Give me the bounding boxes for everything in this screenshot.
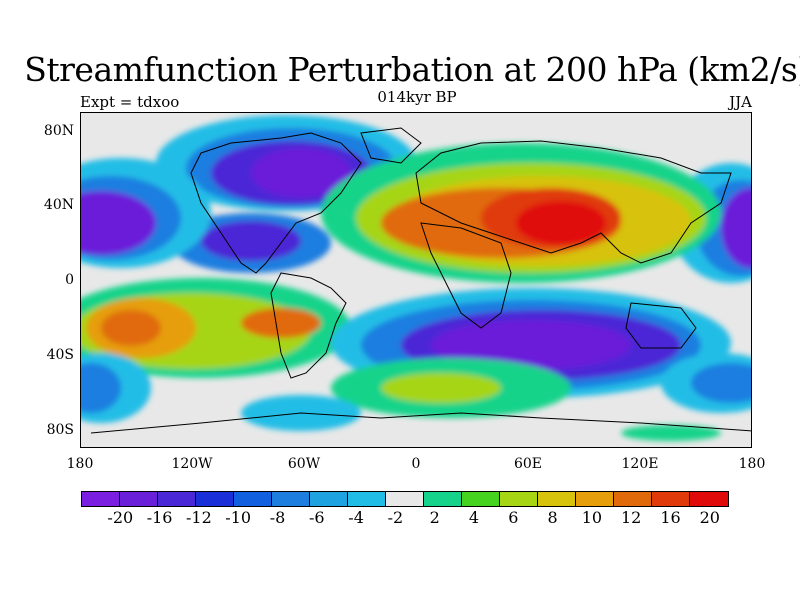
colorbar-label: -2 — [387, 508, 404, 527]
lat-tick-80s: 80S — [46, 422, 74, 438]
lat-tick-40n: 40N — [43, 197, 74, 213]
colorbar-label: 2 — [429, 508, 440, 527]
lon-tick-180w: 180 — [66, 456, 94, 472]
lat-tick-40s: 40S — [46, 347, 74, 363]
colorbar-swatch — [310, 492, 348, 506]
colorbar-swatch — [120, 492, 158, 506]
colorbar-label: 12 — [621, 508, 642, 527]
colorbar-label: -6 — [309, 508, 325, 527]
colorbar-label: -16 — [146, 508, 173, 527]
colorbar-swatch — [614, 492, 652, 506]
lat-tick-80n: 80N — [43, 123, 74, 139]
lon-tick-120w: 120W — [171, 456, 213, 472]
colorbar-label: 4 — [468, 508, 480, 527]
experiment-label: Expt = tdxoo — [80, 93, 180, 111]
colorbar-swatch — [500, 492, 538, 506]
colorbar-label: -8 — [269, 508, 286, 527]
colorbar-swatch — [424, 492, 462, 506]
colorbar-label: 8 — [547, 508, 558, 527]
map-subtitle: 014kyr BP — [377, 88, 457, 106]
colorbar-label: 6 — [508, 508, 519, 527]
colorbar-swatch — [196, 492, 234, 506]
colorbar-label: 16 — [660, 508, 681, 527]
lon-tick-180e: 180 — [738, 456, 766, 472]
streamfunction-field — [81, 113, 751, 447]
colorbar-swatch — [234, 492, 272, 506]
lon-tick-0: 0 — [411, 456, 421, 472]
lon-tick-60e: 60E — [513, 456, 543, 472]
colorbar — [81, 491, 729, 507]
colorbar-label: -12 — [186, 508, 212, 527]
colorbar-swatch — [82, 492, 120, 506]
season-label: JJA — [729, 93, 752, 111]
colorbar-swatch — [576, 492, 614, 506]
colorbar-swatch — [386, 492, 424, 506]
colorbar-swatch — [652, 492, 690, 506]
lat-tick-0: 0 — [65, 272, 74, 288]
colorbar-label: -4 — [348, 508, 364, 527]
colorbar-swatch — [690, 492, 728, 506]
map-title: Streamfunction Perturbation at 200 hPa (… — [24, 50, 800, 89]
map-panel — [80, 112, 752, 448]
colorbar-label: -10 — [225, 508, 252, 527]
colorbar-swatch — [538, 492, 576, 506]
lon-tick-120e: 120E — [621, 456, 659, 472]
colorbar-label: 20 — [699, 508, 720, 527]
colorbar-swatch — [272, 492, 310, 506]
colorbar-swatch — [158, 492, 196, 506]
colorbar-swatch — [348, 492, 386, 506]
colorbar-label: -20 — [107, 508, 134, 527]
colorbar-swatch — [462, 492, 500, 506]
colorbar-label: 10 — [581, 508, 603, 527]
lon-tick-60w: 60W — [287, 456, 321, 472]
